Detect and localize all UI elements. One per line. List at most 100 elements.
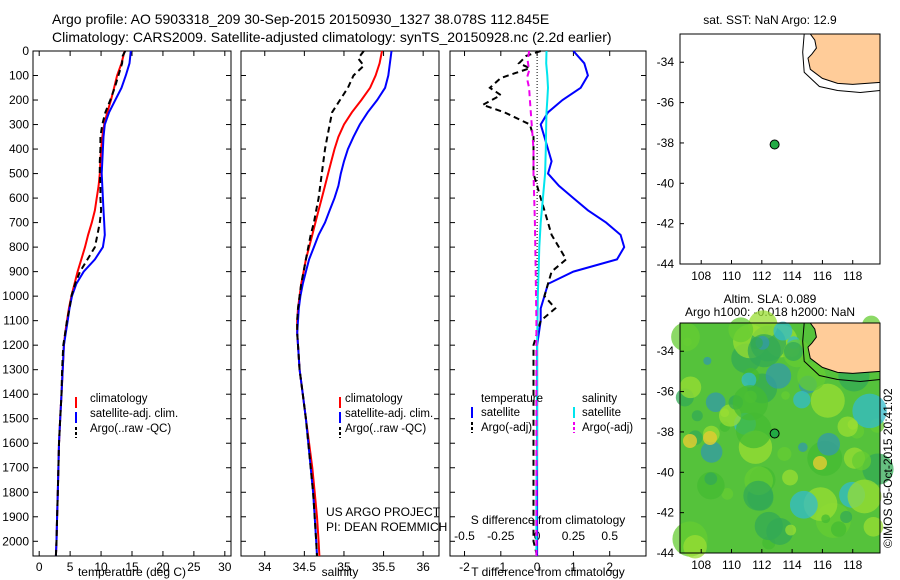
lon-tick-label: 112 [752, 269, 771, 283]
y-tick-label: 800 [9, 240, 29, 254]
sla-blob [728, 317, 754, 343]
y-tick-label: 300 [9, 118, 29, 132]
sla-blob [732, 385, 769, 421]
sla-blob [754, 511, 783, 541]
title-line-1: Argo profile: AO 5903318_209 30-Sep-2015… [52, 11, 549, 27]
sla-blob [679, 376, 702, 399]
sst-map-title: sat. SST: NaN Argo: 12.9 [703, 13, 837, 27]
lat-tick-label: -42 [657, 506, 675, 520]
lon-tick-label: 110 [722, 558, 741, 572]
sla-blob [748, 310, 778, 340]
sla-blob [783, 342, 803, 361]
y-tick-label: 2000 [2, 534, 29, 548]
project-annotation: US ARGO PROJECT [326, 505, 441, 519]
y-tick-label: 1600 [2, 436, 29, 450]
y-tick-label: 600 [9, 191, 29, 205]
legend-label-satellite: satellite-adj. clim. [90, 408, 178, 420]
legend-label-argo: Argo(..raw -QC) [90, 423, 171, 435]
sla-blob [840, 510, 853, 523]
sla-blob [797, 362, 826, 391]
sla-blob [847, 419, 858, 430]
lon-tick-label: 116 [813, 269, 832, 283]
salinity-plot: 34 34.5 35 35.5 36 [241, 50, 439, 574]
x-tick-label: 2 [606, 560, 613, 574]
x-tick-label: 34.5 [293, 560, 317, 574]
y-tick-label: 500 [9, 167, 29, 181]
s-tick-label: -0.25 [487, 529, 515, 543]
series-line [296, 50, 366, 557]
sla-blob [817, 432, 841, 456]
map-frame [679, 322, 881, 554]
lon-tick-label: 114 [783, 269, 802, 283]
lat-tick-label: -44 [657, 546, 675, 560]
lat-tick-label: -40 [657, 465, 675, 479]
y-tick-label: 1100 [3, 314, 29, 328]
y-tick-label: 0 [22, 44, 29, 58]
lat-tick-label: -34 [657, 55, 675, 69]
x-tick-label: 36 [416, 560, 430, 574]
sla-blob [703, 356, 712, 365]
argo-float-marker [769, 428, 780, 439]
lon-tick-label: 114 [783, 558, 802, 572]
title-line-2: Climatology: CARS2009. Satellite-adjuste… [52, 29, 612, 45]
sla-blob [793, 391, 811, 409]
salinity-xlabel: salinity [322, 565, 359, 579]
x-tick-label: 35 [337, 560, 351, 574]
sla-blob [798, 442, 808, 453]
lat-tick-label: -40 [657, 176, 675, 190]
y-tick-label: 700 [9, 216, 29, 230]
lon-tick-label: 108 [691, 269, 711, 283]
legend-label-climatology: climatology [90, 393, 148, 405]
x-tick-label: 30 [218, 560, 232, 574]
t-difference-xlabel: T difference from climatology [471, 565, 625, 579]
sla-blob [789, 490, 818, 519]
s-tick-label: 0.25 [562, 529, 586, 543]
lon-tick-label: 118 [843, 269, 862, 283]
sla-blob [700, 441, 723, 463]
temperature-legend: climatology satellite-adj. clim. Argo(..… [75, 393, 178, 438]
sla-blob [735, 412, 772, 449]
sla-blob [741, 372, 757, 388]
series-line [54, 50, 132, 557]
sla-map: 108 110 112 114 116 118 -44 -42 -40 -38 -36 -34 [657, 310, 894, 572]
map-frame [679, 33, 881, 265]
salinity-panel [240, 50, 440, 557]
sla-blob [785, 524, 797, 536]
lon-tick-label: 112 [752, 558, 771, 572]
legend-label-satellite: satellite-adj. clim. [345, 408, 433, 420]
sla-blob [781, 391, 790, 400]
lat-tick-label: -44 [657, 257, 675, 271]
legend-label-climatology: climatology [345, 393, 403, 405]
legend-title-temperature: temperature [481, 393, 543, 405]
sla-blob [750, 337, 763, 350]
sla-blob [697, 471, 725, 500]
legend-title-salinity: salinity [582, 393, 617, 405]
series-line [296, 50, 393, 557]
shelf-contour [802, 33, 881, 94]
temperature-xlabel: temperature (deg C) [78, 565, 186, 579]
series-line [535, 50, 550, 556]
sla-blob [743, 480, 774, 511]
sla-blob [777, 446, 792, 461]
x-tick-label: 1 [570, 560, 577, 574]
lon-tick-label: 118 [843, 558, 862, 572]
x-tick-label: -1 [495, 560, 506, 574]
difference-plot: -2 -1 0 1 2-0.5 -0.25 0 0.25 0.5 [450, 50, 646, 574]
x-tick-label: 5 [67, 560, 74, 574]
sla-blob [852, 451, 872, 471]
sla-blob [705, 392, 726, 413]
y-tick-label: 900 [9, 265, 29, 279]
shelf-contour [802, 322, 881, 383]
y-tick-label: 1400 [2, 387, 29, 401]
sla-blob [847, 479, 882, 514]
sla-blob [821, 514, 831, 524]
sla-blob [830, 521, 847, 537]
sla-blob [773, 321, 793, 341]
y-tick-label: 1500 [2, 412, 29, 426]
sla-map-title-2: Argo h1000: -0.018 h2000: NaN [685, 305, 855, 319]
series-line [480, 50, 568, 557]
s-difference-xlabel: S difference from climatology [471, 513, 626, 527]
x-tick-label: 34 [258, 560, 272, 574]
sla-blob [765, 363, 792, 389]
